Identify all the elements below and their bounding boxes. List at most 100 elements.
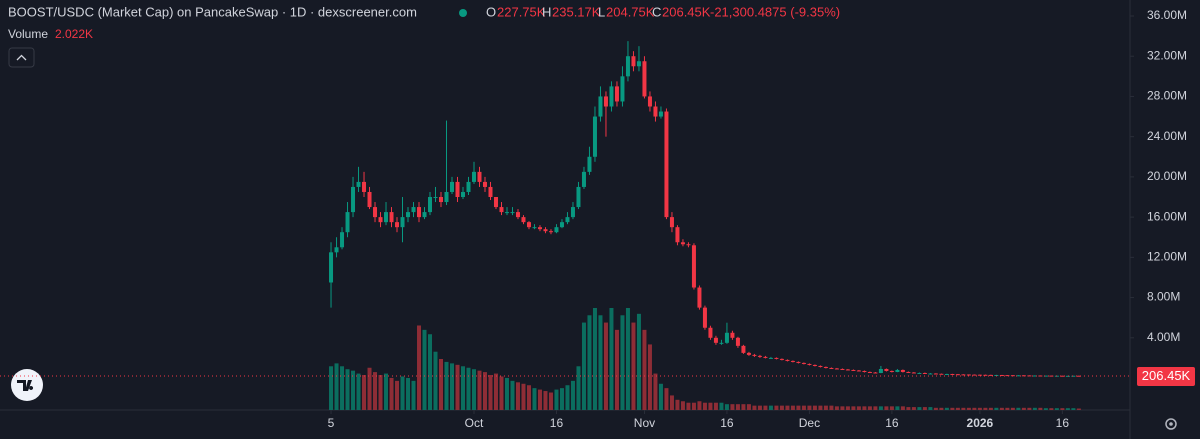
volume-bar [988,407,993,410]
candle-body [592,116,597,157]
candle-body [466,181,471,192]
volume-bar [939,407,944,410]
volume-bar [510,380,515,410]
volume-bar [433,351,438,410]
candle-body [493,197,498,208]
volume-bar [389,377,394,410]
volume-bar [972,407,977,410]
x-tick-label: 16 [885,416,899,430]
volume-bar [642,329,647,410]
volume-bar [697,401,702,410]
volume-bar [406,377,411,410]
candle-body [1032,375,1037,377]
last-price-tag [1137,366,1195,386]
y-tick-label: 36.00M [1147,8,1187,22]
volume-bar [994,407,999,410]
collapse-button[interactable] [8,47,35,68]
x-tick-label: 2026 [967,416,994,430]
volume-bar [719,402,724,410]
candle-body [450,181,454,192]
candle-body [455,181,460,198]
ohlc-open: 227.75K [497,4,546,19]
volume-bar [873,406,878,410]
candle-body [735,337,740,346]
volume-bar [922,407,927,410]
volume-bar [400,376,405,410]
y-tick-label: 28.00M [1147,89,1187,103]
volume-bar [631,322,636,410]
candle-body [862,370,867,372]
volume-bar [625,308,630,410]
volume-bar [417,325,422,410]
volume-label: Volume [8,27,48,41]
x-tick-label: Oct [465,416,484,430]
volume-bar [1032,407,1037,410]
candle-body [598,96,603,117]
candle-body [647,96,652,107]
volume-bar [609,308,614,410]
volume-bar [801,405,806,410]
candle-body [724,332,729,343]
candle-body [675,227,680,243]
candle-body [807,363,812,365]
candle-body [609,86,614,107]
volume-bar [428,334,433,410]
volume-bar [477,370,482,410]
volume-bar [537,389,542,410]
settings-icon[interactable] [1165,418,1177,430]
candle-body [625,56,630,77]
volume-bar [796,405,801,410]
volume-bar [1038,407,1043,410]
volume-bar [598,315,603,410]
volume-bar [504,377,509,410]
x-tick-label: Nov [634,416,655,430]
volume-bar [774,405,779,410]
candle-body [362,181,367,192]
candle-body [340,232,345,248]
candle-body [944,373,949,375]
logo-mark [17,380,34,391]
candle-body [395,222,400,228]
volume-bar [548,392,553,410]
y-tick-label: 4.00M [1147,330,1180,344]
volume-bar [961,407,966,410]
volume-bar [933,407,938,410]
x-tick-label: 16 [720,416,734,430]
volume-bar [493,373,498,410]
candle-body [428,197,433,213]
candle-body [812,364,817,366]
volume-bar [554,389,559,410]
volume-bar [1060,408,1065,410]
volume-bar [1065,408,1070,410]
volume-bar [977,407,982,410]
volume-bar [570,380,575,410]
candle-body [642,61,647,97]
ohlc-h: H [542,4,551,19]
volume-bar [834,406,839,410]
volume-bar [724,404,729,410]
candle-body [504,212,509,214]
volume-bar [790,405,795,410]
candle-body [702,307,707,328]
volume-bar [730,404,735,410]
candle-body [351,186,356,213]
ohlc-o: O [486,4,496,19]
volume-bar [378,375,383,410]
candle-body [906,371,911,373]
candle-body [950,373,955,375]
volume-bar [966,407,971,410]
volume-bar [708,402,713,410]
candle-body [983,374,988,376]
candle-body [329,252,334,283]
candle-body [757,355,762,357]
candle-body [653,106,658,117]
candle-body [603,96,608,107]
candle-body [746,352,751,355]
volume-bar [543,391,548,410]
candle-body [680,242,685,245]
candle-body [356,181,361,187]
candle-body [488,186,493,198]
volume-bar [878,406,883,410]
candle-body [730,332,735,338]
